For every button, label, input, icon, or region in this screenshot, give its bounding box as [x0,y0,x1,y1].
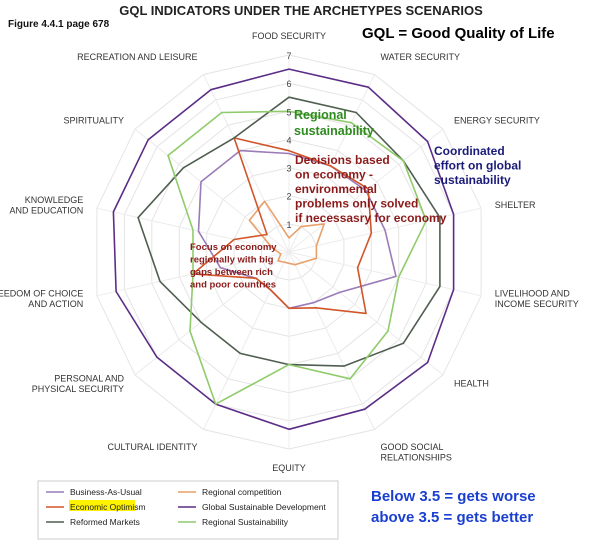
series-layer [112,68,455,431]
annotation-text: gaps between rich [190,267,273,278]
tick-label: 6 [286,79,291,89]
annotation-text: Decisions based [295,153,390,167]
tick-label: 7 [286,51,291,61]
legend-label: Regional Sustainability [202,517,289,527]
axis-label: KNOWLEDGE [25,195,84,205]
grid-spoke [288,74,375,253]
axis-label: FREEDOM OF CHOICE [0,289,83,299]
legend-label: Regional competition [202,487,282,497]
annotation-text: problems only solved [295,197,418,211]
grid-spoke [134,128,290,253]
legend-highlight [69,500,135,511]
axis-label: AND ACTION [28,299,83,309]
annotation-text: sustainability [434,173,511,187]
annotation-text: regionally with big [190,255,274,266]
axis-label: EQUITY [272,463,306,473]
axis-label: RECREATION AND LEISURE [77,52,197,62]
axis-label: PERSONAL AND [54,373,124,383]
tick-label: 3 [286,164,291,174]
annotation-text: if necessasry for economy [295,211,447,225]
legend: Business-As-Usual Regional competition Eco… [37,480,339,540]
gql-definition: GQL = Good Quality of Life [362,25,555,42]
note-worse: Below 3.5 = gets worse [371,488,536,505]
tick-label: 4 [286,135,291,145]
legend-box [37,480,339,540]
legend-label: Global Sustainable Development [202,502,326,512]
note-better: above 3.5 = gets better [371,509,533,526]
grid-spoke [288,251,482,297]
annotation-text: Focus on economy [190,242,277,253]
annotation-text: environmental [295,182,377,196]
grid-spoke [203,251,290,430]
annotation-text: Coordinated [434,144,505,158]
legend-label: Economic Optimism [70,502,146,512]
tick-layer: 1 2 3 4 5 6 7 [286,51,291,230]
axis-label: LIVELIHOOD AND [495,289,571,299]
series-economic-optimism [192,137,373,315]
annotation-text: effort on global [434,159,521,173]
axis-label: SHELTER [495,200,536,210]
legend-label: Business-As-Usual [70,487,142,497]
axis-label: RELATIONSHIPS [381,453,452,463]
axis-label: SPIRITUALITY [63,115,124,125]
tick-label: 5 [286,107,291,117]
grid-spoke [134,251,290,376]
axis-label: FOOD SECURITY [252,31,326,41]
series-regional-sustainability [167,110,428,405]
annotation-text: sustainability [294,124,374,138]
grid-spoke [203,74,290,253]
chart-title: GQL INDICATORS UNDER THE ARCHETYPES SCEN… [119,3,483,18]
axis-label: ENERGY SECURITY [454,115,540,125]
grid-spoke [288,251,375,430]
legend-label: Reformed Markets [70,517,140,527]
axis-label-layer: FOOD SECURITY WATER SECURITY ENERGY SECURI… [0,31,579,473]
axis-label: PHYSICAL SECURITY [32,384,124,394]
annotation-text: Regional [294,108,347,122]
axis-label: AND EDUCATION [9,205,83,215]
series-global-sustainable-development [112,68,455,431]
tick-label: 2 [286,192,291,202]
tick-label: 1 [286,220,291,230]
axis-label: HEALTH [454,379,489,389]
series-regional-competition [248,200,326,266]
axis-label: INCOME SECURITY [495,299,579,309]
axis-label: GOOD SOCIAL [381,442,444,452]
annotation-layer: Regional sustainability Decisions basedon … [190,108,521,291]
annotation-text: and poor countries [190,280,276,291]
figure-reference: Figure 4.4.1 page 678 [8,19,110,30]
annotation-text: on economy - [295,168,373,182]
axis-label: WATER SECURITY [381,52,461,62]
axis-label: CULTURAL IDENTITY [107,442,197,452]
